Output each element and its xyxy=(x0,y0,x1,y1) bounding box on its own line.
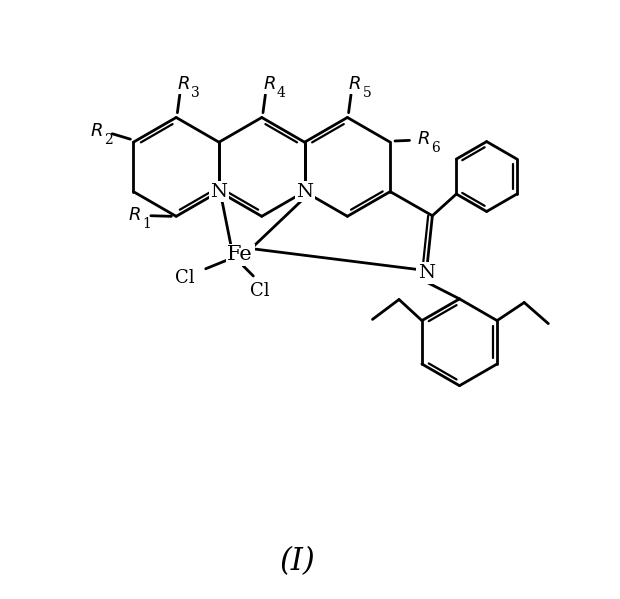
Text: 2: 2 xyxy=(104,133,113,147)
Text: 1: 1 xyxy=(142,217,151,231)
Text: Cl: Cl xyxy=(250,282,269,300)
Text: Cl: Cl xyxy=(175,269,195,287)
Text: $R$: $R$ xyxy=(348,75,361,93)
Text: 4: 4 xyxy=(277,86,286,100)
Text: 6: 6 xyxy=(431,141,440,155)
Text: N: N xyxy=(418,264,435,282)
Text: $R$: $R$ xyxy=(177,75,190,93)
Text: 5: 5 xyxy=(363,86,371,100)
Text: $R$: $R$ xyxy=(128,206,140,224)
Text: $R$: $R$ xyxy=(417,130,430,148)
Text: N: N xyxy=(296,183,313,201)
Text: $R$: $R$ xyxy=(263,75,275,93)
Text: N: N xyxy=(210,183,228,201)
Text: Fe: Fe xyxy=(227,246,253,264)
Text: 3: 3 xyxy=(191,86,200,100)
Text: $R$: $R$ xyxy=(90,122,102,140)
Text: (I): (I) xyxy=(280,546,316,577)
